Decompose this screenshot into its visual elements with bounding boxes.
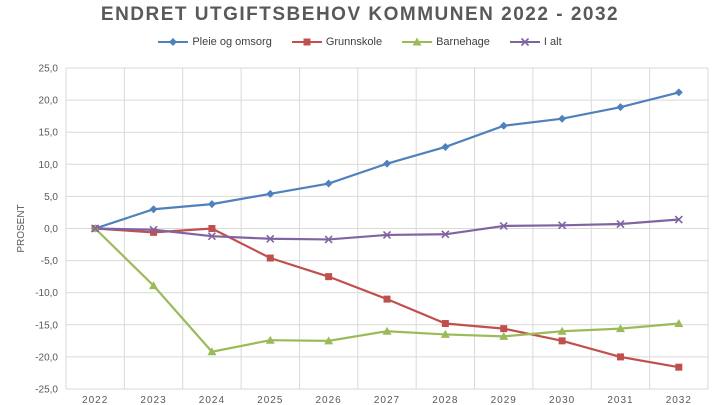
data-point-grunnskole (325, 273, 333, 281)
data-point-pleie-og-omsorg (324, 179, 333, 188)
data-point-grunnskole (150, 228, 158, 236)
y-tick-label: 20,0 (39, 96, 59, 107)
data-point-grunnskole (383, 295, 391, 303)
data-point-grunnskole (208, 225, 216, 232)
data-point-i-alt (382, 230, 392, 239)
data-point-i-alt (207, 232, 216, 241)
data-point-i-alt (558, 221, 567, 230)
data-point-barnehage (557, 326, 567, 335)
y-tick-label: -5,0 (41, 256, 59, 267)
x-tick-label: 2022 (82, 395, 108, 405)
data-point-barnehage (382, 326, 392, 335)
data-point-pleie-og-omsorg (207, 200, 216, 209)
y-tick-label: -25,0 (35, 385, 58, 396)
y-tick-label: 10,0 (39, 160, 59, 171)
legend-swatch (291, 38, 322, 46)
x-tick-label: 2030 (549, 395, 575, 405)
y-tick-label: 5,0 (44, 192, 58, 203)
data-point-pleie-og-omsorg (499, 121, 508, 130)
legend-marker (520, 37, 529, 47)
y-tick-label: 15,0 (39, 128, 59, 139)
legend-label: Grunnskole (325, 36, 383, 48)
data-point-i-alt (616, 219, 625, 229)
data-point-i-alt (441, 230, 450, 239)
legend: Pleie og omsorg Grunnskole Barnehage I alt (0, 36, 720, 48)
data-point-grunnskole (558, 337, 566, 345)
legend-label: Barnehage (436, 36, 490, 48)
legend-marker (303, 38, 311, 46)
y-axis-title: PROSENT (16, 204, 27, 252)
data-point-barnehage (615, 324, 625, 333)
x-tick-label: 2023 (140, 395, 166, 405)
data-point-barnehage (324, 336, 334, 345)
x-tick-label: 2024 (199, 395, 225, 405)
data-point-barnehage (149, 281, 159, 290)
data-point-grunnskole (675, 363, 683, 371)
legend-swatch (509, 37, 540, 47)
legend-swatch (158, 38, 189, 46)
data-point-pleie-og-omsorg (266, 189, 275, 198)
x-tick-label: 2032 (666, 395, 692, 405)
legend-marker (169, 38, 178, 46)
data-point-grunnskole (500, 325, 508, 333)
x-tick-label: 2026 (316, 395, 342, 405)
legend-item: Barnehage (402, 36, 490, 48)
data-point-barnehage (265, 335, 275, 344)
chart-title: ENDRET UTGIFTSBEHOV KOMMUNEN 2022 - 2032 (100, 4, 620, 25)
x-tick-label: 2031 (607, 395, 633, 405)
data-point-i-alt (499, 221, 508, 230)
data-point-pleie-og-omsorg (616, 103, 625, 112)
data-point-barnehage (499, 331, 509, 340)
legend-item: Grunnskole (291, 36, 383, 48)
y-tick-label: 25,0 (39, 64, 59, 75)
data-point-grunnskole (616, 353, 624, 361)
data-point-pleie-og-omsorg (383, 159, 391, 168)
legend-marker (412, 37, 422, 46)
x-tick-label: 2028 (432, 395, 458, 405)
data-point-i-alt (324, 235, 333, 244)
y-tick-label: -10,0 (35, 288, 58, 299)
x-tick-label: 2025 (257, 395, 283, 405)
data-point-barnehage (674, 319, 684, 328)
data-point-i-alt (91, 224, 100, 233)
data-point-i-alt (674, 215, 683, 224)
data-point-i-alt (266, 234, 275, 243)
data-point-barnehage (207, 347, 217, 356)
data-point-pleie-og-omsorg (441, 142, 450, 151)
data-point-grunnskole (266, 254, 274, 262)
data-point-pleie-og-omsorg (558, 114, 567, 123)
data-point-barnehage (440, 329, 450, 338)
legend-label: I alt (543, 36, 562, 48)
y-tick-label: -20,0 (35, 352, 58, 363)
data-point-i-alt (149, 225, 158, 234)
legend-item: I alt (509, 36, 562, 48)
x-tick-label: 2029 (491, 395, 517, 405)
y-tick-label: -15,0 (35, 320, 58, 331)
legend-swatch (402, 37, 433, 46)
data-point-grunnskole (441, 320, 449, 328)
legend-item: Pleie og omsorg (158, 36, 272, 48)
legend-label: Pleie og omsorg (192, 36, 272, 48)
data-point-pleie-og-omsorg (149, 205, 158, 214)
data-point-pleie-og-omsorg (674, 88, 683, 97)
x-tick-label: 2027 (374, 395, 400, 405)
y-tick-label: 0,0 (44, 224, 58, 235)
